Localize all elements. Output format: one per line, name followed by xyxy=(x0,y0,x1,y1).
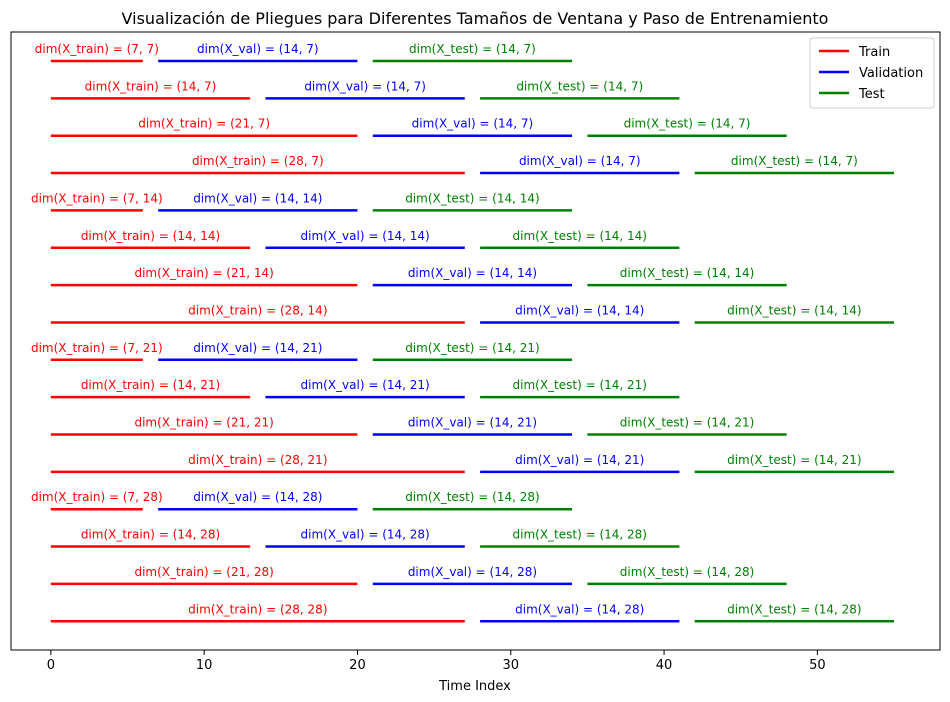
x-tick-label: 40 xyxy=(656,658,673,673)
x-tick-label: 30 xyxy=(502,658,519,673)
fold-1-test-label: dim(X_test) = (14, 7) xyxy=(409,42,536,56)
fold-1-train-label: dim(X_train) = (7, 7) xyxy=(35,42,159,56)
fold-14-test-label: dim(X_test) = (14, 28) xyxy=(513,528,647,542)
fold-3-train-label: dim(X_train) = (21, 7) xyxy=(138,117,270,131)
chart-title: Visualización de Pliegues para Diferente… xyxy=(122,9,829,28)
x-axis: 0 10 20 30 40 50 xyxy=(47,650,826,673)
fold-11-val-label: dim(X_val) = (14, 21) xyxy=(408,416,537,430)
fold-3-test-label: dim(X_test) = (14, 7) xyxy=(624,117,751,131)
fold-4-val-label: dim(X_val) = (14, 7) xyxy=(519,154,641,168)
fold-8-test-label: dim(X_test) = (14, 14) xyxy=(727,303,861,317)
fold-2-test-label: dim(X_test) = (14, 7) xyxy=(516,79,643,93)
legend-frame xyxy=(809,37,935,109)
fold-13-train-label: dim(X_train) = (7, 28) xyxy=(31,490,163,504)
legend-test-label: Test xyxy=(858,87,885,102)
fold-16-val-label: dim(X_val) = (14, 28) xyxy=(515,602,644,616)
fold-6-test-label: dim(X_test) = (14, 14) xyxy=(513,229,647,243)
fold-8-train-label: dim(X_train) = (28, 14) xyxy=(188,303,327,317)
fold-4-test-label: dim(X_test) = (14, 7) xyxy=(731,154,858,168)
fold-6-val-label: dim(X_val) = (14, 14) xyxy=(301,229,430,243)
fold-10-train-label: dim(X_train) = (14, 21) xyxy=(81,378,220,392)
fold-10-val-label: dim(X_val) = (14, 21) xyxy=(301,378,430,392)
fold-9-train-label: dim(X_train) = (7, 21) xyxy=(31,341,163,355)
fold-12-train-label: dim(X_train) = (28, 21) xyxy=(188,453,327,467)
fold-10-test-label: dim(X_test) = (14, 21) xyxy=(513,378,647,392)
fold-15-val-label: dim(X_val) = (14, 28) xyxy=(408,565,537,579)
fold-15-test-label: dim(X_test) = (14, 28) xyxy=(620,565,754,579)
fold-9-val-label: dim(X_val) = (14, 21) xyxy=(193,341,322,355)
fold-13-val-label: dim(X_val) = (14, 28) xyxy=(193,490,322,504)
fold-7-test-label: dim(X_test) = (14, 14) xyxy=(620,266,754,280)
x-tick-label: 20 xyxy=(349,658,366,673)
fold-5-test-label: dim(X_test) = (14, 14) xyxy=(405,191,539,205)
fold-5-val-label: dim(X_val) = (14, 14) xyxy=(193,191,322,205)
fold-2-train-label: dim(X_train) = (14, 7) xyxy=(85,79,217,93)
x-tick-label: 0 xyxy=(47,658,55,673)
fold-4-train-label: dim(X_train) = (28, 7) xyxy=(192,154,324,168)
fold-6-train-label: dim(X_train) = (14, 14) xyxy=(81,229,220,243)
fold-11-test-label: dim(X_test) = (14, 21) xyxy=(620,416,754,430)
fold-12-test-label: dim(X_test) = (14, 21) xyxy=(727,453,861,467)
fold-9-test-label: dim(X_test) = (14, 21) xyxy=(405,341,539,355)
legend-validation-label: Validation xyxy=(859,66,923,81)
legend: Train Validation Test xyxy=(809,37,935,109)
plot-area: dim(X_train) = (7, 7) dim(X_val) = (14, 7… xyxy=(31,42,895,623)
x-tick-label: 50 xyxy=(809,658,826,673)
fold-14-train-label: dim(X_train) = (14, 28) xyxy=(81,528,220,542)
fold-15-train-label: dim(X_train) = (21, 28) xyxy=(134,565,273,579)
fold-11-train-label: dim(X_train) = (21, 21) xyxy=(134,416,273,430)
fold-12-val-label: dim(X_val) = (14, 21) xyxy=(515,453,644,467)
fold-16-test-label: dim(X_test) = (14, 28) xyxy=(727,602,861,616)
fold-16-train-label: dim(X_train) = (28, 28) xyxy=(188,602,327,616)
x-tick-label: 10 xyxy=(196,658,213,673)
fold-7-train-label: dim(X_train) = (21, 14) xyxy=(134,266,273,280)
fold-13-test-label: dim(X_test) = (14, 28) xyxy=(405,490,539,504)
fold-14-val-label: dim(X_val) = (14, 28) xyxy=(301,528,430,542)
fold-5-train-label: dim(X_train) = (7, 14) xyxy=(31,191,163,205)
x-axis-label: Time Index xyxy=(438,679,511,694)
fold-8-val-label: dim(X_val) = (14, 14) xyxy=(515,303,644,317)
fold-3-val-label: dim(X_val) = (14, 7) xyxy=(412,117,534,131)
plot-frame xyxy=(10,31,941,651)
fold-7-val-label: dim(X_val) = (14, 14) xyxy=(408,266,537,280)
legend-train-label: Train xyxy=(858,45,890,60)
fold-1-val-label: dim(X_val) = (14, 7) xyxy=(197,42,319,56)
fold-2-val-label: dim(X_val) = (14, 7) xyxy=(304,79,426,93)
